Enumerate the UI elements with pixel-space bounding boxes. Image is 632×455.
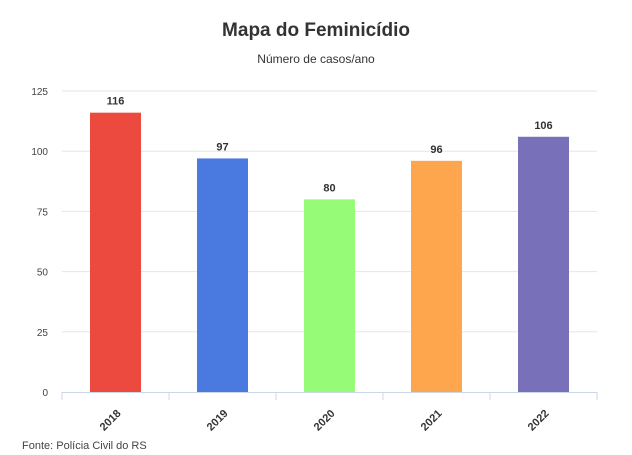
y-tick-label: 100 xyxy=(31,147,48,158)
data-label: 80 xyxy=(323,182,335,194)
x-tick-label: 2019 xyxy=(205,408,231,434)
bar-2022[interactable] xyxy=(518,136,569,392)
y-tick-label: 125 xyxy=(31,87,48,98)
source-note: Fonte: Polícia Civil do RS xyxy=(22,440,147,452)
y-tick-label: 50 xyxy=(37,268,49,279)
chart-title: Mapa do Feminicídio xyxy=(222,20,410,41)
x-tick-label: 2018 xyxy=(98,408,124,434)
x-tick-label: 2021 xyxy=(419,408,445,434)
data-label: 106 xyxy=(534,120,552,132)
bar-2019[interactable] xyxy=(197,158,248,392)
x-axis xyxy=(61,392,598,400)
bars xyxy=(90,112,569,392)
bar-2018[interactable] xyxy=(90,112,141,392)
data-label: 96 xyxy=(430,144,442,156)
chart-subtitle: Número de casos/ano xyxy=(257,52,375,66)
y-tick-label: 0 xyxy=(42,388,48,399)
bar-2021[interactable] xyxy=(411,160,462,392)
bar-2020[interactable] xyxy=(304,199,355,392)
data-label: 116 xyxy=(107,96,125,108)
data-label: 97 xyxy=(216,141,228,153)
y-tick-label: 75 xyxy=(37,207,49,218)
x-tick-label: 2022 xyxy=(526,408,552,434)
x-tick-label: 2020 xyxy=(312,408,338,434)
y-tick-label: 25 xyxy=(37,328,49,339)
